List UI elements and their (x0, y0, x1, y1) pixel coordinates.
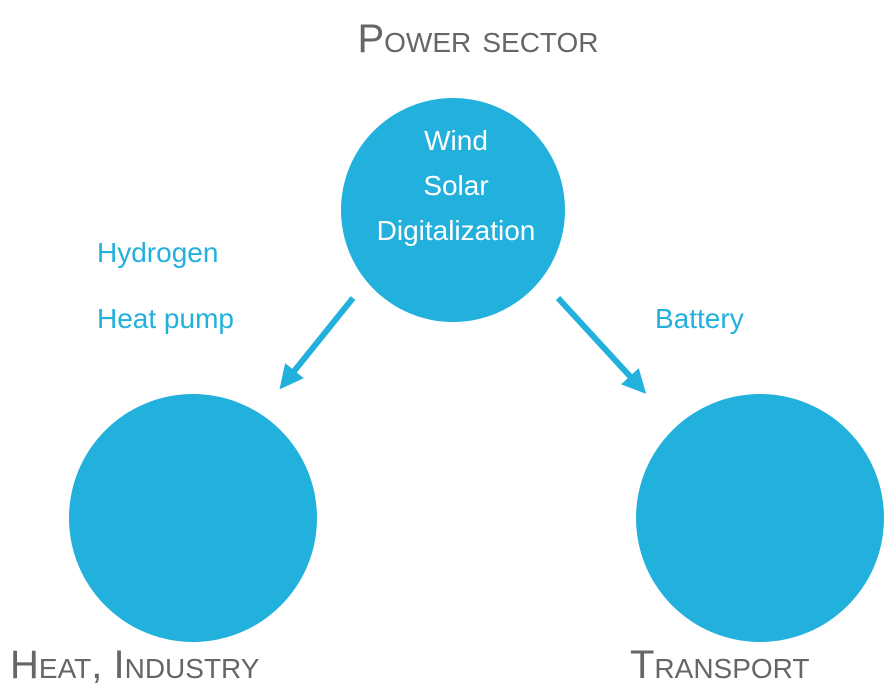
node-title: Heat, Industry (10, 643, 260, 687)
node-circle (69, 394, 317, 642)
node-circle (636, 394, 884, 642)
node-item: Solar (423, 170, 488, 201)
edge-label: Battery (655, 303, 744, 334)
node-title: Power sector (357, 17, 598, 61)
edge-label: Hydrogen (97, 237, 218, 268)
node-item: Wind (424, 125, 488, 156)
node-title: Transport (630, 643, 810, 687)
arrow (555, 295, 647, 394)
arrow (279, 296, 356, 390)
node-item: Digitalization (377, 215, 536, 246)
edge-label: Heat pump (97, 303, 234, 334)
node-circle (341, 98, 565, 322)
